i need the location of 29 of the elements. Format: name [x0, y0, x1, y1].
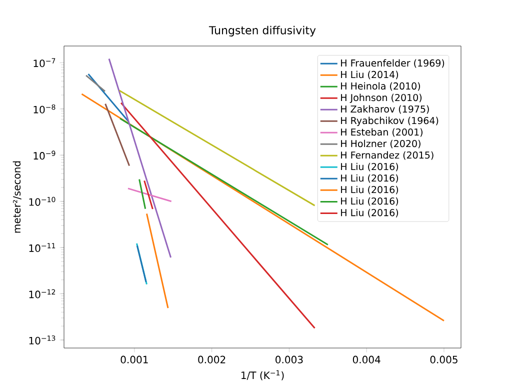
- x-tick-label: 0.005: [430, 356, 458, 364]
- y-tick-label: 10$^{−10}$: [29, 196, 56, 206]
- y-tick-label: 10$^{−11}$: [29, 243, 56, 252]
- legend-label: H Fernandez (2015): [341, 151, 434, 160]
- chart-title: Tungsten diffusivity: [208, 26, 316, 36]
- x-tick-label: 0.004: [352, 356, 380, 364]
- y-tick-label: 10$^{−8}$: [34, 104, 56, 114]
- legend-label: H Liu (2016): [341, 162, 398, 172]
- y-tick-label: 10$^{−13}$: [29, 335, 56, 344]
- legend-label: H Frauenfelder (1969): [341, 59, 444, 68]
- x-axis-title: 1/T (K$^{−1}$): [242, 370, 284, 380]
- legend-label: H Liu (2016): [341, 197, 398, 206]
- legend-label: H Johnson (2010): [341, 94, 422, 103]
- legend-label: H Zakharov (1975): [341, 105, 429, 114]
- legend-label: H Holzner (2020): [341, 140, 420, 148]
- y-axis-title: meter²/second: [12, 161, 22, 233]
- legend-label: H Liu (2014): [341, 70, 398, 80]
- legend-label: H Esteban (2001): [341, 128, 422, 137]
- x-tick-label: 0.001: [120, 356, 148, 364]
- legend-label: H Liu (2016): [341, 174, 398, 183]
- y-tick-label: 10$^{−7}$: [34, 58, 56, 68]
- x-tick-label: 0.003: [276, 356, 303, 364]
- legend-label: H Liu (2016): [341, 208, 398, 218]
- y-tick-label: 10$^{−12}$: [29, 289, 56, 298]
- legend-label: H Ryabchikov (1964): [341, 116, 438, 126]
- legend-label: H Heinola (2010): [341, 82, 420, 91]
- x-tick-label: 0.002: [198, 356, 226, 364]
- legend-label: H Liu (2016): [341, 186, 398, 194]
- y-tick-label: 10$^{−9}$: [34, 150, 56, 160]
